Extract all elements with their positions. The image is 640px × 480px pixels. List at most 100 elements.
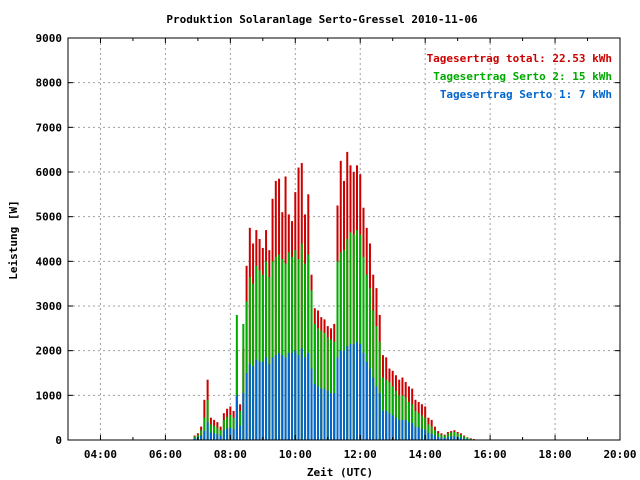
bar xyxy=(456,433,459,440)
bar xyxy=(226,428,229,440)
bar xyxy=(200,435,203,440)
bar xyxy=(268,364,271,440)
bar xyxy=(346,239,349,440)
bar xyxy=(385,410,388,440)
bar xyxy=(291,256,294,440)
bar xyxy=(469,438,472,440)
bar xyxy=(255,265,258,440)
bar xyxy=(430,433,433,440)
bar xyxy=(291,352,294,440)
bar xyxy=(440,437,443,440)
bar xyxy=(349,343,352,440)
bar xyxy=(407,402,410,440)
bar xyxy=(459,434,462,440)
bar xyxy=(307,352,310,440)
bar xyxy=(368,368,371,440)
bar xyxy=(381,377,384,440)
bar xyxy=(213,433,216,440)
bar xyxy=(375,326,378,440)
bar xyxy=(245,301,248,440)
bar xyxy=(258,270,261,440)
legend-entry: Tagesertrag total: 22.53 kWh xyxy=(427,52,612,65)
y-tick-label: 4000 xyxy=(36,255,63,268)
bar xyxy=(440,434,443,440)
bar xyxy=(313,323,316,440)
bar xyxy=(336,357,339,440)
bar xyxy=(235,314,238,440)
bar xyxy=(336,261,339,440)
bar xyxy=(297,355,300,440)
bar xyxy=(193,436,196,440)
bar xyxy=(427,432,430,440)
bar xyxy=(300,243,303,440)
bar xyxy=(245,373,248,440)
bar xyxy=(372,310,375,440)
bar xyxy=(222,419,225,440)
bar xyxy=(411,423,414,440)
bar xyxy=(378,393,381,440)
bar xyxy=(235,395,238,440)
y-tick-label: 7000 xyxy=(36,121,63,134)
bar xyxy=(209,432,212,440)
bar xyxy=(359,234,362,440)
bar xyxy=(372,377,375,440)
bar xyxy=(248,364,251,440)
bar xyxy=(297,259,300,440)
bar xyxy=(450,432,453,440)
bar xyxy=(307,254,310,440)
bar xyxy=(381,410,384,440)
bar xyxy=(333,393,336,440)
bar xyxy=(252,366,255,440)
bar xyxy=(394,390,397,440)
bar xyxy=(281,259,284,440)
plot-frame xyxy=(67,37,621,441)
bar xyxy=(362,256,365,440)
bar xyxy=(304,357,307,440)
bar xyxy=(459,437,462,440)
bar xyxy=(352,234,355,440)
bar xyxy=(274,256,277,440)
bar xyxy=(378,341,381,440)
bar xyxy=(323,388,326,440)
bar xyxy=(287,352,290,440)
bar xyxy=(206,399,209,440)
x-tick-label: 10:00 xyxy=(279,448,312,461)
bar xyxy=(398,395,401,440)
bar xyxy=(355,230,358,440)
bar xyxy=(398,419,401,440)
x-tick-label: 14:00 xyxy=(409,448,442,461)
bar xyxy=(193,438,196,440)
bar xyxy=(352,343,355,440)
x-tick-label: 20:00 xyxy=(603,448,636,461)
bar xyxy=(388,413,391,440)
bar xyxy=(274,355,277,440)
bar xyxy=(219,430,222,440)
bar xyxy=(391,415,394,440)
x-tick-label: 12:00 xyxy=(344,448,377,461)
series-2 xyxy=(193,230,479,440)
y-axis-label: Leistung [W] xyxy=(7,200,20,279)
bar xyxy=(222,430,225,440)
bar xyxy=(252,283,255,440)
bar xyxy=(294,350,297,440)
bar xyxy=(401,419,404,440)
y-tick-label: 5000 xyxy=(36,211,63,224)
bar xyxy=(343,250,345,440)
bar xyxy=(463,438,466,440)
bar xyxy=(261,361,264,440)
bar xyxy=(391,386,394,440)
x-tick-label: 08:00 xyxy=(214,448,247,461)
bar xyxy=(232,429,235,440)
bar xyxy=(368,288,371,440)
y-tick-label: 9000 xyxy=(36,32,63,45)
bar xyxy=(466,437,469,440)
bar xyxy=(446,433,449,440)
y-tick-label: 0 xyxy=(55,434,62,447)
bar xyxy=(317,386,320,440)
bar xyxy=(437,436,440,440)
bar xyxy=(420,415,423,440)
bar xyxy=(362,352,365,440)
bar xyxy=(239,425,242,440)
